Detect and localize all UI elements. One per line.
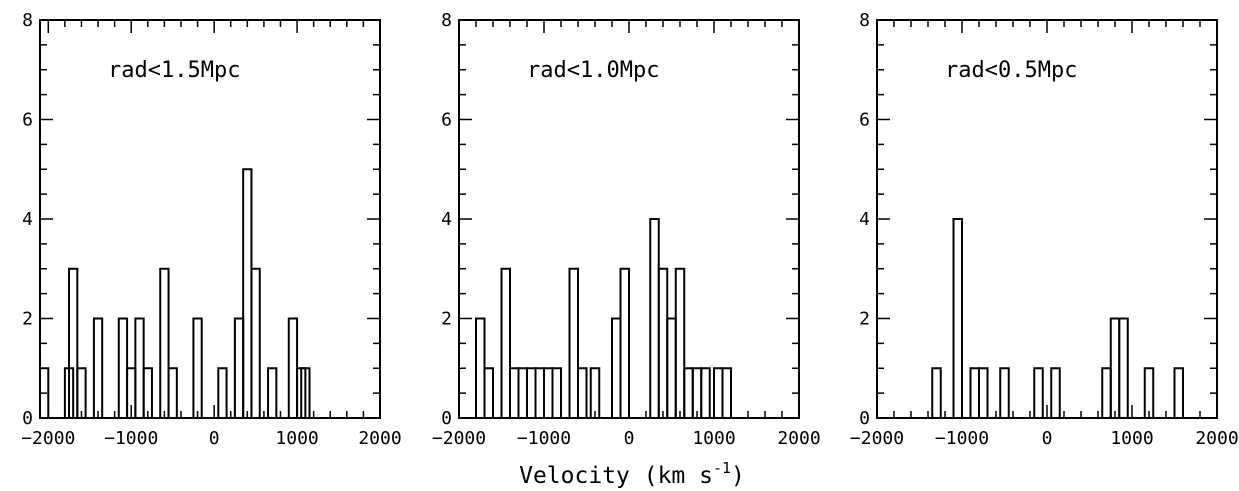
- y-tick-label: 8: [441, 10, 452, 31]
- histogram-bar: [134, 317, 145, 419]
- histogram-bar: [551, 367, 562, 419]
- histogram-bar: [526, 367, 537, 419]
- panel-2: −2000 −1000 0 1000 2000 0 2 4 6 8 rad<1.0Mpc: [432, 10, 821, 449]
- histogram-bar: [300, 367, 311, 419]
- histogram-bar: [500, 267, 511, 419]
- panel-1: −2000 −1000 0 1000 2000 0 2 4 6 8 rad<1.5Mpc: [21, 10, 401, 449]
- histogram-bar: [217, 367, 228, 419]
- y-tick-label: 4: [859, 209, 870, 230]
- panel-3: −2000 −1000 0 1000 2000 0 2 4 6 8 rad<0.5Mpc: [850, 10, 1239, 449]
- histogram-bar: [509, 367, 520, 419]
- histogram-bar: [952, 218, 963, 419]
- histogram-bar: [250, 267, 261, 419]
- x-tick-label: −2000: [850, 428, 904, 449]
- histogram-bar: [691, 367, 703, 419]
- histogram-bar: [666, 317, 677, 419]
- histogram-bar: [192, 317, 203, 419]
- histogram-bar: [142, 367, 153, 419]
- y-tick-label: 8: [859, 10, 870, 31]
- histogram-bar: [117, 317, 129, 419]
- histogram-bar: [92, 317, 104, 419]
- histogram-bar: [589, 367, 601, 419]
- histogram-bar: [233, 317, 245, 419]
- histogram-bar: [483, 367, 494, 419]
- y-tick-label: 4: [22, 209, 33, 230]
- histogram-bar: [721, 367, 732, 419]
- x-tick-label: −1000: [935, 428, 989, 449]
- y-tick-label: 0: [859, 408, 870, 429]
- histogram-bar: [1118, 317, 1129, 419]
- y-tick-label: 8: [22, 10, 33, 31]
- panel-annotation: rad<1.0Mpc: [527, 58, 659, 83]
- y-tick-label: 0: [441, 408, 452, 429]
- histogram-bar: [577, 367, 588, 419]
- histogram-bar: [159, 267, 170, 419]
- histogram-bar: [674, 267, 686, 419]
- histogram-bar: [978, 367, 989, 419]
- x-axis-label-main: Velocity (km s: [519, 463, 713, 489]
- y-tick-label: 4: [441, 209, 452, 230]
- histogram-bar: [475, 317, 486, 419]
- x-tick-label: 2000: [1195, 428, 1238, 449]
- histogram-bar: [657, 267, 669, 419]
- histogram-bar: [1143, 367, 1155, 419]
- x-tick-label: 0: [1042, 428, 1053, 449]
- panels: −2000 −1000 0 1000 200002468rad<1.5Mpc−2000−…: [21, 10, 1238, 449]
- y-tick-label: 6: [441, 110, 452, 131]
- panel-annotation: rad<0.5Mpc: [945, 58, 1077, 83]
- histogram-bar: [611, 317, 622, 419]
- histogram-bar: [700, 367, 711, 419]
- histogram-bar: [619, 267, 630, 419]
- histogram-bar: [1101, 367, 1112, 419]
- histogram-bar: [969, 367, 980, 419]
- histogram-bar: [649, 218, 660, 419]
- histogram-bar: [1173, 367, 1184, 419]
- histogram-bar: [1109, 317, 1121, 419]
- histogram-bar: [543, 367, 554, 419]
- y-tick-label: 6: [22, 110, 33, 131]
- histogram-bar: [568, 267, 579, 419]
- histogram-bar: [267, 367, 278, 419]
- x-tick-label: 1000: [692, 428, 735, 449]
- x-tick-label: −1000: [104, 428, 158, 449]
- y-tick-label: 0: [22, 408, 33, 429]
- histogram-bar: [1050, 367, 1061, 419]
- histogram-bar: [517, 367, 528, 419]
- panel-annotation: rad<1.5Mpc: [108, 58, 240, 83]
- y-tick-label: 6: [859, 110, 870, 131]
- histogram-bar: [287, 317, 299, 419]
- histogram-bar: [242, 168, 253, 419]
- x-tick-label: 0: [209, 428, 220, 449]
- x-tick-label: −2000: [432, 428, 486, 449]
- x-tick-label: 2000: [777, 428, 820, 449]
- x-tick-label: 0: [624, 428, 635, 449]
- histogram-bar: [534, 367, 545, 419]
- y-tick-label: 2: [441, 309, 452, 330]
- histogram-bar: [999, 367, 1010, 419]
- y-tick-label: 2: [859, 309, 870, 330]
- histogram-bar: [713, 367, 724, 419]
- x-tick-label: 1000: [1110, 428, 1153, 449]
- x-axis-label: Velocity (km s-1): [519, 459, 745, 489]
- histogram-bar: [683, 367, 694, 419]
- x-axis-label-sup: -1: [713, 459, 731, 477]
- x-tick-label: −1000: [517, 428, 571, 449]
- histogram-bar: [167, 367, 178, 419]
- y-tick-label: 2: [22, 309, 33, 330]
- x-tick-label: 2000: [358, 428, 401, 449]
- x-tick-label: 1000: [275, 428, 318, 449]
- histogram-bar: [68, 267, 79, 419]
- x-tick-label: −2000: [21, 428, 75, 449]
- x-axis-label-close: ): [731, 463, 745, 489]
- histogram-bar: [76, 367, 87, 419]
- histogram-bar: [1033, 367, 1044, 419]
- histogram-bar: [931, 367, 942, 419]
